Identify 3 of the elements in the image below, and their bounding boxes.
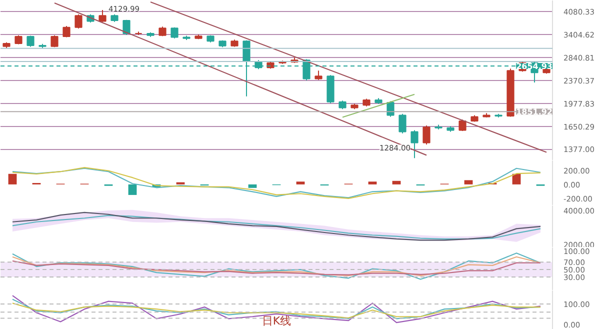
annotation: 日K线 [262,314,292,328]
ref-line-label: 2654.93 [516,62,552,71]
ref-line-label: 1851.92 [516,108,552,117]
